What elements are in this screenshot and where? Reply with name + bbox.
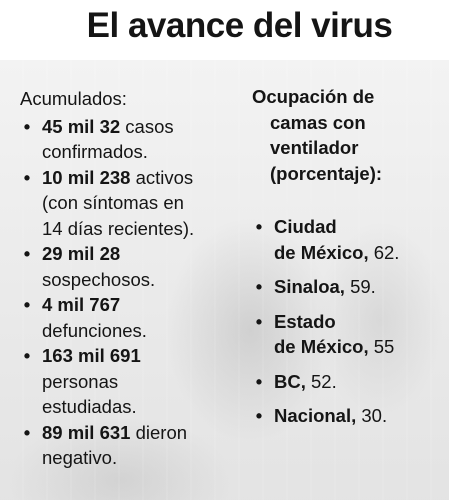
- bullet-icon: •: [23, 166, 31, 188]
- accumulated-section: Acumulados: • 45 mil 32 casos confirmado…: [20, 86, 250, 471]
- bullet-icon: •: [23, 294, 31, 315]
- bullet-icon: •: [23, 345, 31, 366]
- list-item: • 29 mil 28 sospechosos.: [20, 241, 250, 292]
- stat-text: personas: [42, 370, 119, 392]
- stat-value: 29 mil 28: [42, 243, 121, 264]
- stat-value: 4 mil 767: [42, 294, 121, 315]
- stat-text: estudiadas.: [42, 396, 137, 417]
- stat-value: 45 mil 32: [42, 115, 121, 137]
- bullet-icon: •: [255, 216, 263, 237]
- list-item: • 89 mil 631 dieron negativo.: [20, 420, 250, 471]
- stat-text: defunciones.: [42, 319, 147, 341]
- list-item: • Estado de México, 55: [252, 309, 447, 360]
- stat-text: confirmados.: [42, 141, 148, 162]
- region-value: 30.: [356, 405, 388, 426]
- heading-line: Ocupación de: [252, 86, 375, 107]
- heading-line: camas con: [270, 111, 366, 133]
- list-item: • 4 mil 767 defunciones.: [20, 292, 250, 343]
- list-item: • 10 mil 238 activos (con síntomas en 14…: [20, 165, 250, 242]
- ventilator-heading: Ocupación de camas con ventilador (porce…: [252, 84, 447, 186]
- stat-text: (con síntomas en: [42, 192, 184, 213]
- region-name: Ciudad: [274, 216, 337, 237]
- list-item: • Sinaloa, 59.: [252, 274, 447, 300]
- heading-line: (porcentaje):: [270, 162, 383, 184]
- region-value: 55: [368, 336, 395, 357]
- stat-text: negativo.: [42, 447, 118, 468]
- list-item: • Nacional, 30.: [252, 403, 447, 429]
- ventilator-section: Ocupación de camas con ventilador (porce…: [252, 84, 447, 438]
- region-name: de México,: [274, 241, 369, 263]
- region-name: Estado: [274, 310, 336, 332]
- region-value: 52.: [305, 370, 337, 392]
- heading-line: ventilador: [270, 137, 359, 158]
- stat-text: dieron: [130, 421, 188, 443]
- bullet-icon: •: [255, 310, 263, 332]
- stat-value: 163 mil 691: [42, 345, 141, 366]
- bullet-icon: •: [255, 276, 263, 297]
- list-item: • Ciudad de México, 62.: [252, 214, 447, 265]
- bullet-icon: •: [23, 421, 31, 443]
- accumulated-heading: Acumulados:: [20, 88, 127, 109]
- bullet-icon: •: [255, 370, 263, 392]
- list-item: • 163 mil 691 personas estudiadas.: [20, 343, 250, 420]
- ventilator-list: • Ciudad de México, 62. • Sinaloa, 59. •…: [252, 214, 447, 429]
- stat-text: sospechosos.: [42, 268, 156, 290]
- bullet-icon: •: [23, 115, 31, 137]
- bullet-icon: •: [255, 405, 263, 426]
- list-item: • BC, 52.: [252, 369, 447, 395]
- page-title: El avance del virus: [86, 6, 393, 45]
- region-value: 59.: [344, 276, 376, 297]
- accumulated-list: • 45 mil 32 casos confirmados. • 10 mil …: [20, 114, 250, 471]
- stat-text: 14 días recientes).: [42, 217, 195, 239]
- list-item: • 45 mil 32 casos confirmados.: [20, 114, 250, 165]
- region-name: Nacional,: [274, 405, 357, 426]
- region-name: de México,: [274, 336, 369, 357]
- region-name: BC,: [274, 370, 306, 392]
- stat-text: activos: [130, 166, 194, 188]
- region-value: 62.: [368, 241, 400, 263]
- background-photo: [0, 60, 449, 500]
- stat-text: casos: [120, 115, 174, 137]
- bullet-icon: •: [23, 243, 31, 264]
- stat-value: 89 mil 631: [42, 421, 131, 443]
- stat-value: 10 mil 238: [42, 166, 131, 188]
- region-name: Sinaloa,: [274, 276, 345, 297]
